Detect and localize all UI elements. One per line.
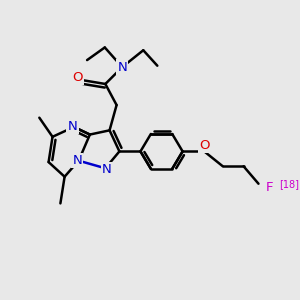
- Text: [18]: [18]: [279, 179, 299, 189]
- Text: F: F: [266, 181, 273, 194]
- Text: N: N: [72, 154, 82, 167]
- Text: O: O: [199, 139, 209, 152]
- Text: N: N: [68, 120, 77, 133]
- Text: O: O: [72, 71, 83, 84]
- Text: N: N: [102, 163, 112, 176]
- Text: N: N: [117, 61, 127, 74]
